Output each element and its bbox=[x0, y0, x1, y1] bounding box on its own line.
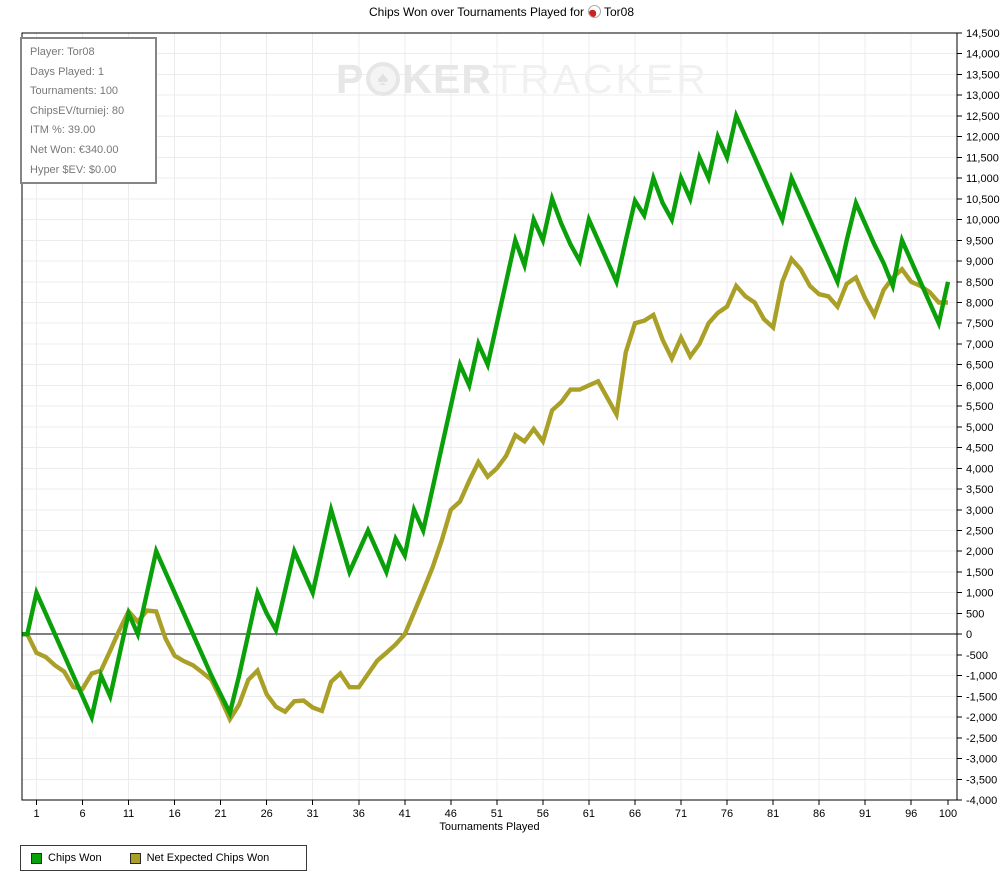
svg-text:11,500: 11,500 bbox=[966, 152, 999, 164]
svg-text:1,000: 1,000 bbox=[966, 588, 994, 600]
svg-text:8,000: 8,000 bbox=[966, 298, 994, 310]
svg-text:0: 0 bbox=[966, 629, 972, 641]
chart-title-text: Chips Won over Tournaments Played for bbox=[368, 5, 584, 19]
svg-text:500: 500 bbox=[966, 608, 984, 620]
svg-text:4,500: 4,500 bbox=[966, 443, 994, 455]
legend-swatch-net-expected bbox=[129, 852, 141, 864]
stat-chips-ev: ChipsEV/turniej: 80 bbox=[30, 104, 125, 117]
stat-hyper-ev: Hyper $EV: $0.00 bbox=[30, 163, 117, 176]
svg-text:26: 26 bbox=[261, 808, 273, 820]
svg-text:12,500: 12,500 bbox=[966, 111, 1000, 123]
svg-text:11: 11 bbox=[123, 808, 134, 820]
svg-text:61: 61 bbox=[583, 808, 595, 820]
svg-text:16: 16 bbox=[168, 808, 180, 820]
svg-text:13,500: 13,500 bbox=[966, 70, 1000, 82]
svg-text:11,000: 11,000 bbox=[966, 173, 999, 185]
player-icon bbox=[587, 5, 601, 18]
svg-text:1,500: 1,500 bbox=[966, 567, 994, 579]
legend-swatch-chips-won bbox=[31, 852, 42, 864]
svg-text:36: 36 bbox=[353, 808, 365, 820]
svg-text:31: 31 bbox=[307, 808, 319, 820]
stat-days-played: Days Played: 1 bbox=[30, 65, 104, 78]
svg-text:4,000: 4,000 bbox=[966, 463, 994, 475]
stat-player: Player: Tor08 bbox=[30, 46, 95, 58]
x-axis-title: Tournaments Played bbox=[439, 821, 540, 833]
svg-text:8,500: 8,500 bbox=[966, 277, 994, 289]
svg-text:46: 46 bbox=[445, 808, 457, 820]
svg-text:13,000: 13,000 bbox=[966, 90, 1000, 102]
svg-text:7,500: 7,500 bbox=[966, 318, 994, 330]
stat-tournaments: Tournaments: 100 bbox=[30, 85, 119, 98]
svg-text:91: 91 bbox=[859, 808, 871, 820]
stats-info-box: Player: Tor08 Days Played: 1 Tournaments… bbox=[20, 37, 157, 184]
svg-text:86: 86 bbox=[813, 808, 825, 820]
legend: Chips Won Net Expected Chips Won bbox=[20, 845, 307, 871]
svg-text:-1,000: -1,000 bbox=[966, 671, 997, 683]
player-name: Tor08 bbox=[603, 5, 635, 19]
svg-text:-500: -500 bbox=[966, 650, 988, 662]
svg-text:21: 21 bbox=[214, 808, 226, 820]
svg-text:81: 81 bbox=[767, 808, 779, 820]
svg-text:5,000: 5,000 bbox=[966, 422, 994, 434]
svg-text:76: 76 bbox=[721, 808, 733, 820]
svg-text:10,500: 10,500 bbox=[966, 194, 1000, 206]
svg-text:14,000: 14,000 bbox=[966, 49, 1000, 61]
legend-label-net-expected: Net Expected Chips Won bbox=[146, 852, 270, 864]
svg-text:3,000: 3,000 bbox=[966, 505, 994, 517]
svg-text:12,000: 12,000 bbox=[966, 132, 1000, 144]
svg-text:71: 71 bbox=[675, 808, 687, 820]
svg-text:6: 6 bbox=[79, 808, 85, 820]
svg-text:-2,000: -2,000 bbox=[966, 712, 997, 724]
svg-text:3,500: 3,500 bbox=[966, 484, 994, 496]
svg-text:2,000: 2,000 bbox=[966, 546, 994, 558]
svg-text:10,000: 10,000 bbox=[966, 215, 1000, 227]
svg-text:-1,500: -1,500 bbox=[966, 691, 997, 703]
legend-item-net-expected: Net Expected Chips Won bbox=[129, 852, 270, 864]
svg-text:6,500: 6,500 bbox=[966, 360, 994, 372]
svg-text:9,000: 9,000 bbox=[966, 256, 994, 268]
svg-text:56: 56 bbox=[537, 808, 549, 820]
svg-text:-3,500: -3,500 bbox=[966, 774, 997, 786]
svg-text:96: 96 bbox=[905, 808, 917, 820]
legend-label-chips-won: Chips Won bbox=[48, 852, 102, 864]
svg-text:100: 100 bbox=[939, 808, 957, 820]
svg-text:41: 41 bbox=[399, 808, 411, 820]
svg-text:66: 66 bbox=[629, 808, 641, 820]
stat-net-won: Net Won: €340.00 bbox=[30, 143, 119, 156]
svg-text:6,000: 6,000 bbox=[966, 380, 994, 392]
stat-itm: ITM %: 39.00 bbox=[30, 124, 96, 137]
legend-item-chips-won: Chips Won bbox=[31, 852, 102, 864]
svg-text:-4,000: -4,000 bbox=[966, 795, 997, 807]
svg-text:1: 1 bbox=[33, 808, 39, 820]
svg-text:-3,000: -3,000 bbox=[966, 754, 997, 766]
svg-text:51: 51 bbox=[491, 808, 503, 820]
svg-text:5,500: 5,500 bbox=[966, 401, 994, 413]
svg-text:-2,500: -2,500 bbox=[966, 733, 997, 745]
svg-text:7,000: 7,000 bbox=[966, 339, 994, 351]
svg-text:14,500: 14,500 bbox=[966, 28, 1000, 40]
chart-title: Chips Won over Tournaments Played for Tor… bbox=[0, 5, 1003, 19]
svg-text:9,500: 9,500 bbox=[966, 235, 994, 247]
svg-text:2,500: 2,500 bbox=[966, 526, 994, 538]
